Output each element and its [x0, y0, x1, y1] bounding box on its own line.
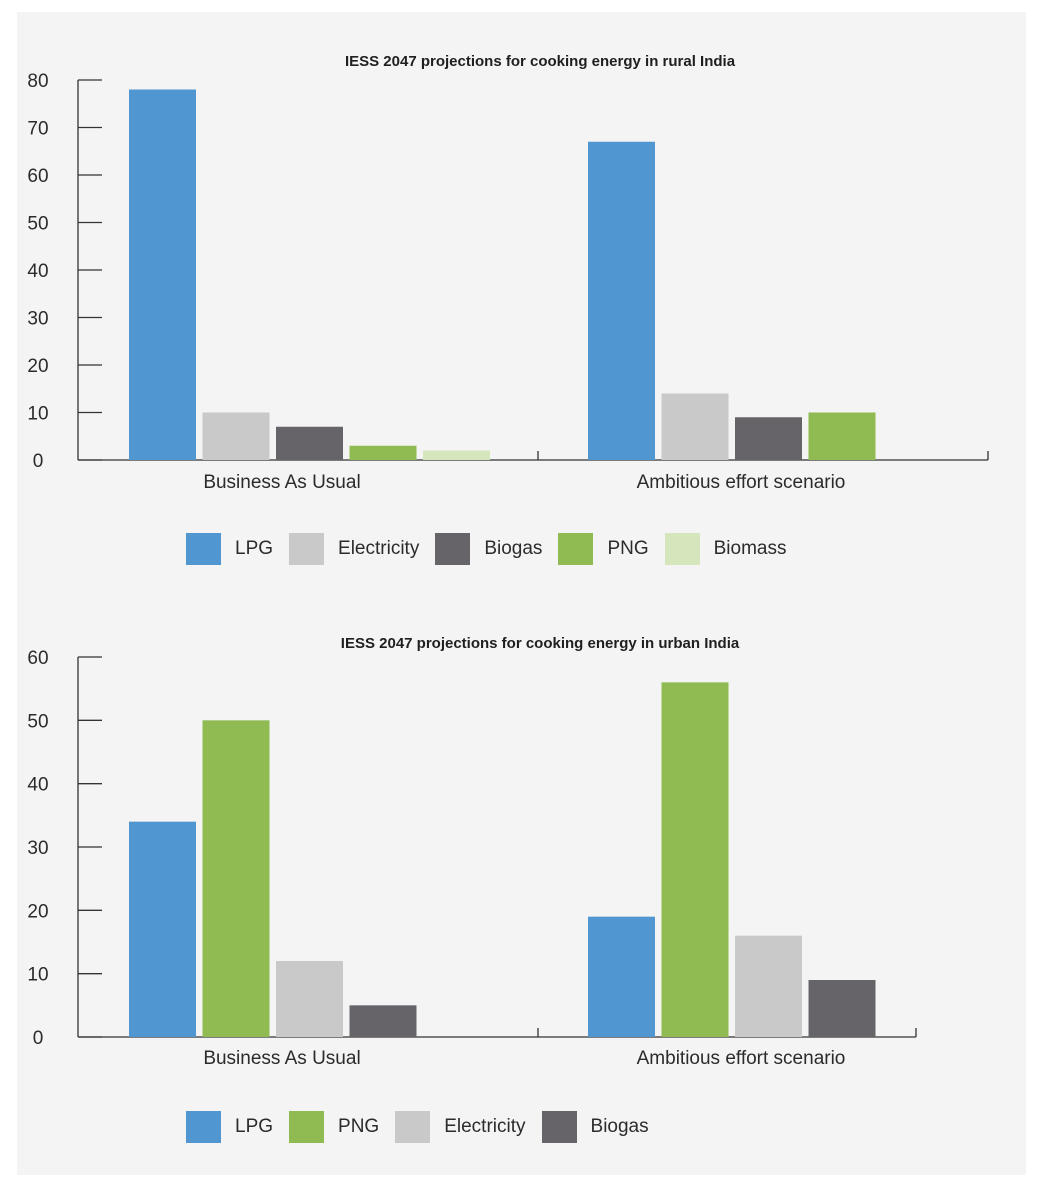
rural-bar-lpg-bau	[129, 89, 196, 460]
rural-y-tick-label: 80	[27, 71, 48, 92]
rural-legend-item-biomass: Biomass	[664, 533, 787, 565]
rural-bar-png-bau	[349, 445, 417, 460]
rural-bar-biogas-bau	[276, 426, 343, 460]
rural-legend-item-lpg: LPG	[186, 533, 273, 565]
rural-bar-electricity-bau	[202, 412, 270, 460]
rural-legend-swatch	[558, 533, 594, 565]
urban-y-tick-label: 50	[27, 711, 48, 732]
urban-legend-item-png: PNG	[289, 1111, 379, 1143]
rural-bar-png-ambitious	[808, 412, 876, 460]
urban-legend-item-electricity: Electricity	[395, 1111, 526, 1143]
rural-legend-label: LPG	[235, 538, 274, 559]
urban-bar-lpg-bau	[129, 821, 196, 1037]
rural-bar-lpg-ambitious	[588, 141, 655, 460]
urban-bar-electricity-ambitious	[735, 935, 802, 1037]
urban-chart-title: IESS 2047 projections for cooking energy…	[341, 635, 740, 652]
rural-legend-swatch	[435, 533, 471, 565]
rural-legend-label: Biogas	[484, 538, 543, 559]
urban-category-label: Ambitious effort scenario	[637, 1048, 846, 1069]
urban-bar-png-bau	[202, 720, 270, 1037]
urban-bar-biogas-ambitious	[808, 980, 876, 1037]
urban-y-tick-label: 30	[27, 838, 48, 859]
rural-bar-biogas-ambitious	[735, 417, 802, 460]
rural-bar-electricity-ambitious	[661, 393, 729, 460]
urban-legend-label: Electricity	[444, 1116, 526, 1137]
urban-bar-lpg-ambitious	[588, 916, 655, 1037]
rural-legend-label: Biomass	[713, 538, 787, 559]
rural-y-tick-label: 30	[27, 309, 48, 330]
urban-bar-biogas-bau	[349, 1005, 417, 1037]
urban-legend-item-lpg: LPG	[186, 1111, 273, 1143]
urban-y-tick-label: 40	[27, 775, 48, 796]
urban-legend-label: PNG	[338, 1116, 380, 1137]
urban-chart-svg: IESS 2047 projections for cooking energy…	[27, 635, 917, 1069]
urban-legend-label: LPG	[235, 1116, 274, 1137]
rural-legend-item-biogas: Biogas	[435, 533, 542, 565]
rural-y-tick-label: 60	[27, 166, 48, 187]
urban-y-tick-label: 20	[27, 901, 48, 922]
rural-y-tick-label: 50	[27, 214, 48, 235]
rural-y-tick-label: 10	[27, 404, 48, 425]
rural-legend-swatch	[664, 533, 700, 565]
urban-cooking-energy-chart: IESS 2047 projections for cooking energy…	[0, 590, 1064, 1180]
urban-legend-swatch	[395, 1111, 431, 1143]
urban-legend-swatch	[541, 1111, 577, 1143]
urban-y-tick-label: 60	[27, 648, 48, 669]
rural-category-label: Business As Usual	[203, 472, 360, 493]
rural-legend-label: PNG	[607, 538, 649, 559]
urban-chart-legend: LPG PNG Electricity Biogas	[186, 1111, 665, 1143]
urban-legend-swatch	[289, 1111, 325, 1143]
rural-chart-title: IESS 2047 projections for cooking energy…	[345, 53, 736, 70]
rural-y-tick-label: 0	[33, 451, 44, 472]
urban-bar-electricity-bau	[276, 961, 343, 1037]
rural-chart-svg: IESS 2047 projections for cooking energy…	[27, 53, 989, 493]
rural-bar-biomass-bau	[423, 450, 490, 460]
urban-y-tick-label: 0	[33, 1028, 44, 1049]
rural-chart-legend: LPG Electricity Biogas PNG Biomass	[186, 533, 802, 565]
urban-category-label: Business As Usual	[203, 1048, 360, 1069]
urban-legend-swatch	[186, 1111, 221, 1143]
urban-legend-label: Biogas	[590, 1116, 649, 1137]
urban-y-tick-label: 10	[27, 965, 48, 986]
rural-legend-swatch	[289, 533, 325, 565]
rural-y-tick-label: 70	[27, 119, 48, 140]
rural-legend-swatch	[186, 533, 221, 565]
rural-category-label: Ambitious effort scenario	[637, 472, 846, 493]
rural-legend-item-electricity: Electricity	[289, 533, 419, 565]
rural-y-tick-label: 20	[27, 356, 48, 377]
urban-legend-item-biogas: Biogas	[541, 1111, 649, 1143]
rural-y-tick-label: 40	[27, 261, 48, 282]
rural-legend-label: Electricity	[338, 538, 420, 559]
urban-bar-png-ambitious	[661, 682, 729, 1037]
rural-cooking-energy-chart: IESS 2047 projections for cooking energy…	[0, 0, 1064, 590]
rural-legend-item-png: PNG	[558, 533, 649, 565]
